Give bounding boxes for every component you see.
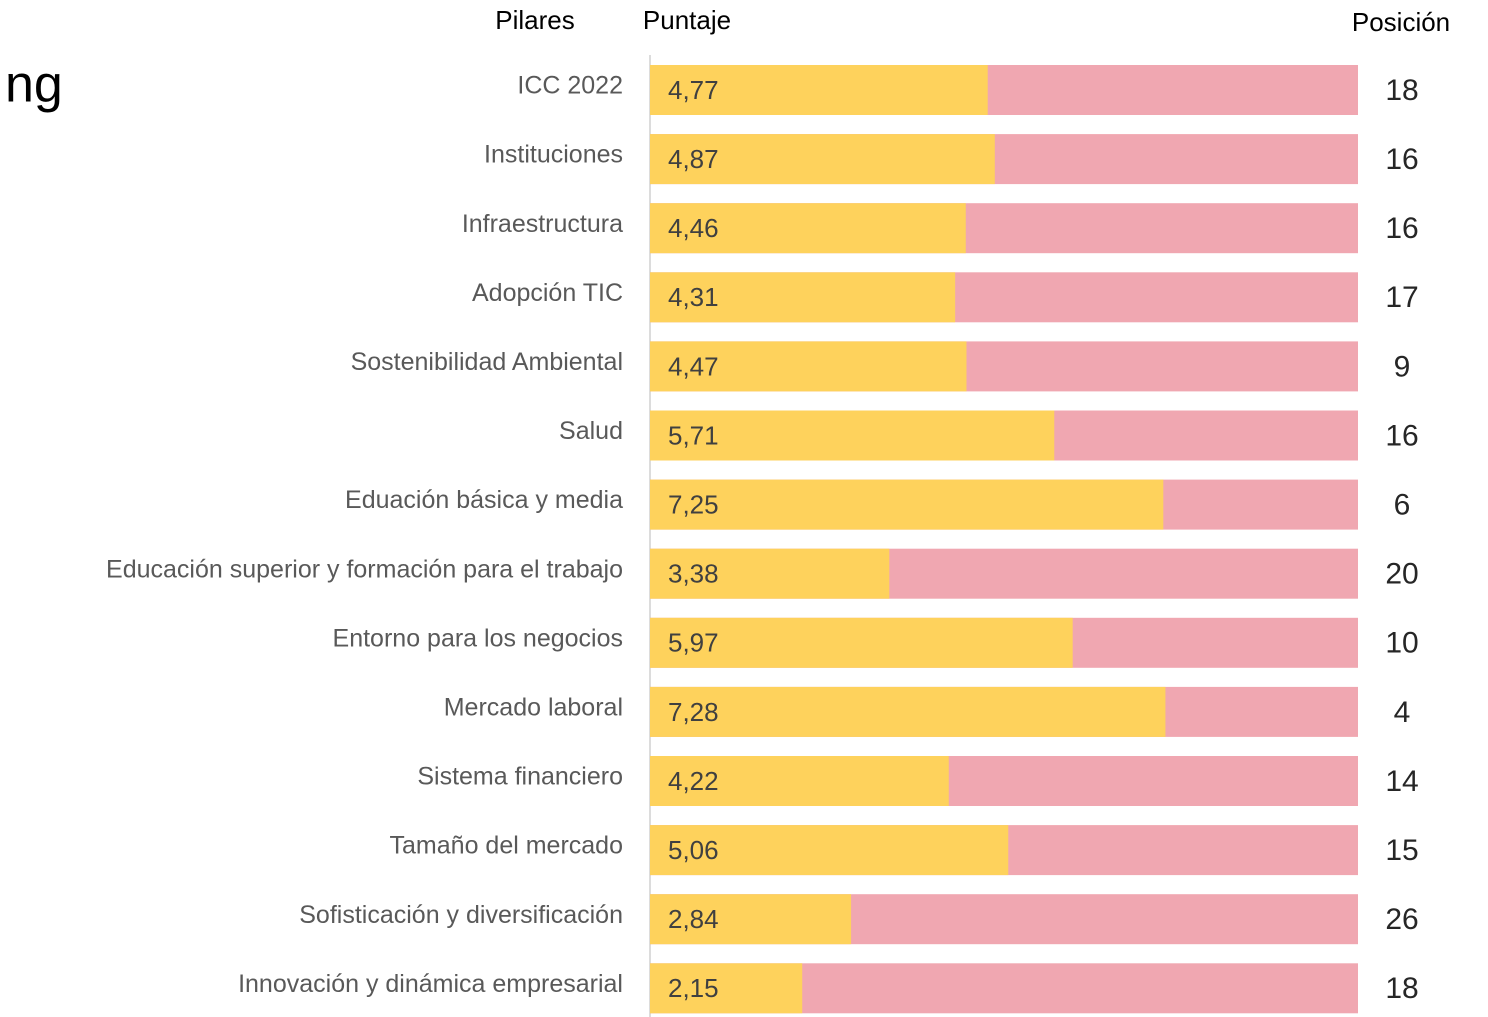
- bar: [650, 65, 988, 115]
- position-label: 14: [1385, 765, 1418, 798]
- category-label: Educación superior y formación para el t…: [106, 555, 623, 583]
- value-label: 4,77: [668, 75, 719, 105]
- category-label: ICC 2022: [517, 72, 623, 100]
- category-label: Salud: [559, 417, 623, 445]
- category-label: Innovación y dinámica empresarial: [238, 970, 623, 998]
- bar: [650, 203, 966, 254]
- bar: [650, 894, 852, 945]
- position-label: 18: [1385, 972, 1418, 1005]
- position-label: 10: [1385, 627, 1418, 660]
- value-label: 2,84: [668, 904, 719, 934]
- column-header: Puntaje: [643, 5, 731, 35]
- category-label: Sistema financiero: [417, 763, 623, 791]
- position-label: 9: [1394, 350, 1411, 383]
- value-label: 3,38: [668, 559, 719, 589]
- position-label: 4: [1394, 696, 1411, 729]
- category-label: Entorno para los negocios: [333, 624, 623, 652]
- column-header: Pilares: [495, 5, 574, 35]
- position-label: 26: [1385, 903, 1418, 936]
- value-label: 7,28: [668, 697, 719, 727]
- bar: [650, 963, 803, 1014]
- position-label: 17: [1385, 281, 1418, 314]
- value-label: 4,47: [668, 351, 719, 381]
- position-label: 16: [1385, 419, 1418, 452]
- value-label: 2,15: [668, 973, 719, 1003]
- value-label: 4,22: [668, 766, 719, 796]
- category-label: Sostenibilidad Ambiental: [351, 348, 623, 376]
- category-label: Sofisticación y diversificación: [299, 901, 623, 929]
- bar: [650, 134, 995, 185]
- value-label: 5,71: [668, 420, 719, 450]
- category-label: Infraestructura: [462, 210, 623, 238]
- value-label: 7,25: [668, 489, 719, 519]
- bar: [650, 272, 956, 323]
- position-label: 15: [1385, 834, 1418, 867]
- position-label: 6: [1394, 489, 1411, 522]
- value-label: 4,87: [668, 144, 719, 174]
- value-label: 4,46: [668, 213, 719, 243]
- category-label: Eduación básica y media: [345, 486, 623, 514]
- bar: [650, 341, 967, 392]
- bar: [650, 756, 949, 806]
- bar: [650, 686, 1166, 737]
- position-label: 18: [1385, 74, 1418, 107]
- value-label: 5,06: [668, 835, 719, 865]
- category-label: Mercado laboral: [444, 694, 623, 722]
- position-label: 20: [1385, 558, 1418, 591]
- bar: [650, 479, 1164, 530]
- category-label: Tamaño del mercado: [390, 832, 623, 860]
- position-label: 16: [1385, 212, 1418, 245]
- chart-title: ng: [5, 56, 63, 114]
- bar: [650, 825, 1009, 876]
- category-label: Adopción TIC: [472, 279, 623, 307]
- value-label: 5,97: [668, 628, 719, 658]
- position-label: 16: [1385, 143, 1418, 176]
- bar: [650, 617, 1073, 668]
- value-label: 4,31: [668, 282, 719, 312]
- column-header: Posición: [1352, 7, 1450, 37]
- bar: [650, 548, 890, 599]
- bar: [650, 410, 1055, 461]
- category-label: Instituciones: [484, 141, 623, 169]
